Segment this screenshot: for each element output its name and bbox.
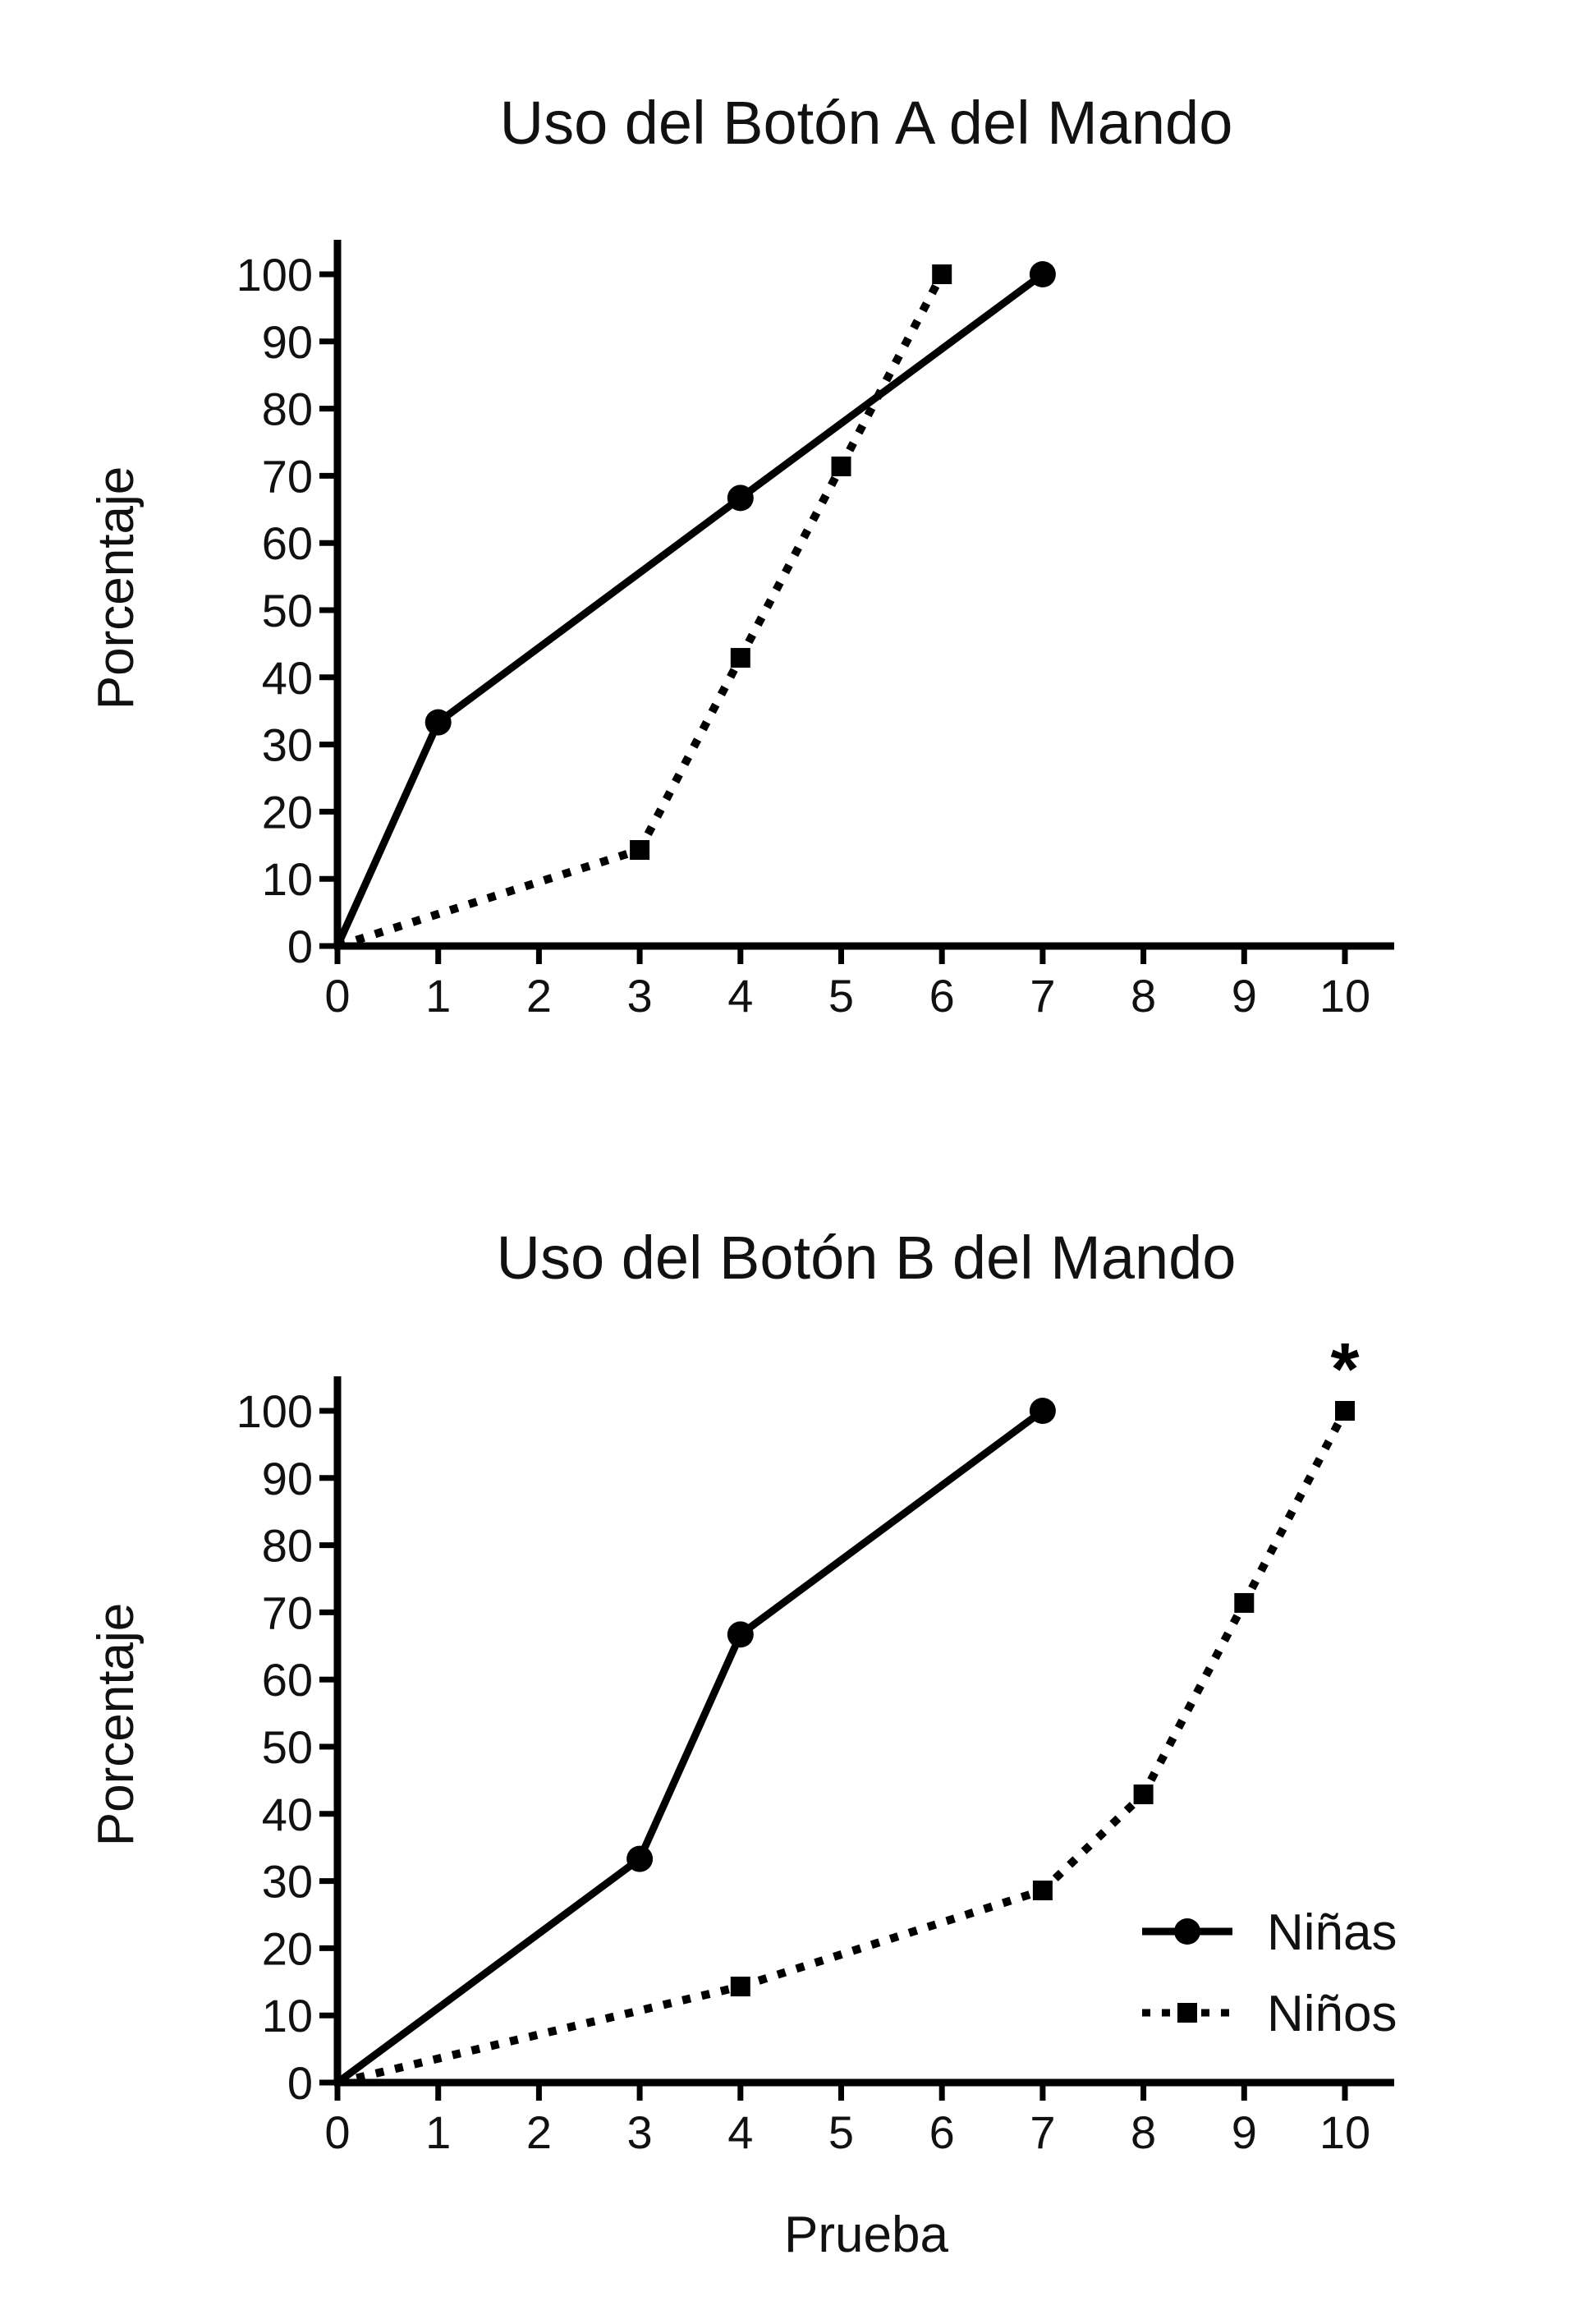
y-tick-label: 70: [262, 1587, 313, 1638]
x-tick-label: 0: [324, 970, 350, 1022]
y-tick-label: 90: [262, 316, 313, 368]
y-tick-label: 40: [262, 652, 313, 704]
x-tick-label: 0: [324, 2106, 350, 2158]
y-tick-label: 30: [262, 1856, 313, 1908]
data-point-ninas: [727, 1621, 754, 1648]
y-tick-label: 60: [262, 1654, 313, 1706]
x-tick-label: 1: [425, 2106, 451, 2158]
y-tick-label: 80: [262, 384, 313, 435]
legend: Niñas Niños: [1142, 1904, 1397, 2042]
data-point-ninos: [831, 456, 851, 476]
data-point-ninas: [626, 1845, 654, 1872]
data-point-ninos: [1234, 1592, 1255, 1613]
legend-marker-square: [1177, 2003, 1197, 2023]
data-point-ninos: [730, 648, 750, 668]
y-tick-label: 20: [262, 786, 313, 838]
x-tick-label: 1: [425, 970, 451, 1022]
data-point-ninos: [1032, 1881, 1053, 1901]
y-tick-label: 70: [262, 450, 313, 502]
data-point-ninos: [1335, 1401, 1355, 1421]
data-point-ninas: [424, 709, 452, 736]
chart-title: Uso del Botón B del Mando: [497, 1224, 1237, 1292]
y-tick-label: 100: [236, 1385, 313, 1437]
y-tick-label: 0: [287, 921, 313, 972]
data-point-ninas: [1029, 1398, 1056, 1424]
x-tick-label: 7: [1030, 970, 1055, 1022]
x-tick-label: 3: [627, 970, 653, 1022]
y-tick-label: 50: [262, 1721, 313, 1773]
y-tick-label: 20: [262, 1922, 313, 1974]
x-tick-label: 8: [1131, 2106, 1156, 2158]
x-tick-label: 2: [526, 970, 552, 1022]
x-tick-label: 9: [1232, 2106, 1257, 2158]
x-tick-label: 5: [828, 970, 854, 1022]
chart-title: Uso del Botón A del Mando: [500, 89, 1233, 157]
y-tick-label: 40: [262, 1789, 313, 1840]
legend-label: Niños: [1267, 1986, 1397, 2042]
y-tick-label: 50: [262, 585, 313, 636]
chart-a: Uso del Botón A del MandoPorcentaje01020…: [88, 89, 1394, 1022]
y-tick-label: 10: [262, 1990, 313, 2042]
x-tick-label: 8: [1131, 970, 1156, 1022]
data-point-ninos: [1133, 1784, 1154, 1805]
x-tick-label: 4: [727, 970, 753, 1022]
series-line-ninos: [336, 1408, 1349, 2087]
data-point-ninos: [932, 264, 952, 284]
series-line-ninas: [335, 1408, 1045, 2086]
y-tick-label: 0: [287, 2057, 313, 2109]
x-tick-label: 6: [929, 2106, 955, 2158]
legend-marker-circle: [1174, 1918, 1200, 1945]
significance-asterisk: *: [1330, 1329, 1359, 1411]
x-tick-label: 7: [1030, 2106, 1055, 2158]
y-tick-label: 90: [262, 1453, 313, 1504]
x-tick-label: 3: [627, 2106, 653, 2158]
y-axis-label: Porcentaje: [88, 466, 145, 710]
data-point-ninos: [730, 1977, 750, 1997]
data-point-ninas: [1029, 261, 1056, 287]
y-tick-label: 80: [262, 1520, 313, 1572]
x-tick-label: 2: [526, 2106, 552, 2158]
y-axis-label: Porcentaje: [88, 1603, 145, 1846]
data-point-ninas: [727, 485, 754, 512]
x-tick-label: 4: [727, 2106, 753, 2158]
y-tick-label: 100: [236, 249, 313, 301]
x-tick-label: 9: [1232, 970, 1257, 1022]
x-tick-label: 6: [929, 970, 955, 1022]
x-axis-label: Prueba: [784, 2207, 948, 2263]
series-line-ninas: [333, 271, 1045, 948]
y-tick-label: 10: [262, 853, 313, 905]
data-point-ninos: [630, 840, 650, 861]
legend-label: Niñas: [1267, 1904, 1397, 1961]
x-tick-label: 10: [1319, 2106, 1370, 2158]
x-tick-label: 5: [828, 2106, 854, 2158]
x-tick-label: 10: [1319, 970, 1370, 1022]
y-tick-label: 60: [262, 517, 313, 569]
chart-b: Uso del Botón B del Mando Porcentaje Prueb…: [88, 1224, 1397, 2263]
y-tick-label: 30: [262, 719, 313, 771]
